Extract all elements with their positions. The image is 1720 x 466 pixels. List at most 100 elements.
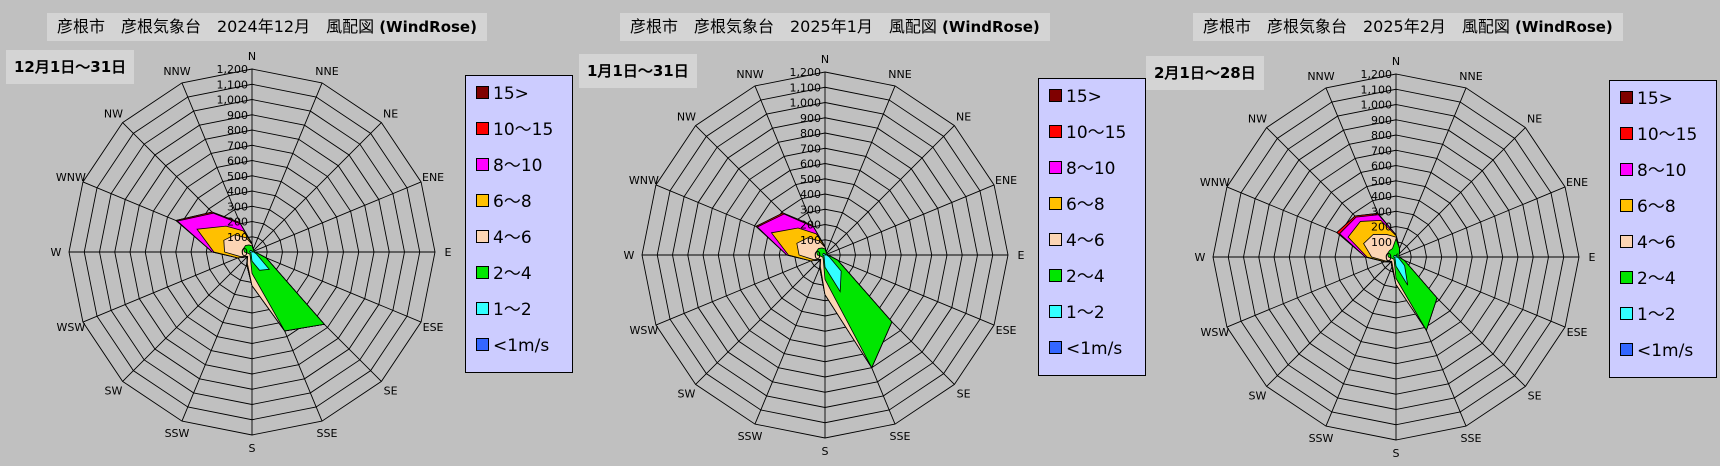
grid-spoke	[82, 251, 253, 323]
series-2_4	[1387, 237, 1438, 332]
legend-item: 1～2	[476, 300, 532, 320]
legend-label: <1m/s	[1637, 341, 1694, 361]
radial-tick-label: 500	[800, 173, 821, 186]
direction-label-ese: ESE	[1567, 326, 1588, 339]
chart-title-text: 彦根市 彦根気象台 2025年2月 風配図	[1203, 17, 1510, 36]
legend-label: 8～10	[1066, 159, 1116, 179]
radial-tick-label: 800	[1371, 129, 1392, 142]
radial-ticks: 0 100 200 300 400 500 600 700 800 900 1,000 1,100 1,…	[1361, 68, 1393, 264]
legend-swatch	[1049, 124, 1062, 138]
radial-tick-label: 1,100	[217, 78, 249, 91]
legend-item: <1m/s	[1049, 339, 1122, 359]
legend-item: 1～2	[1049, 303, 1105, 323]
legend-label: 1～2	[1066, 303, 1105, 323]
legend: 15> 10～15 8～10 6～8 4～6 2～4 1～2 <1m/s	[1609, 80, 1717, 378]
legend-swatch	[1049, 268, 1062, 282]
grid-spoke	[1395, 87, 1467, 258]
legend-swatch	[1049, 304, 1062, 318]
legend-swatch	[1620, 270, 1633, 284]
chart-title: 彦根市 彦根気象台 2025年2月 風配図 (WindRose)	[1193, 13, 1623, 41]
radial-tick-label: 300	[227, 200, 248, 213]
direction-label-e: E	[445, 246, 452, 259]
grid-spoke	[824, 184, 995, 256]
chart-title-text: 彦根市 彦根気象台 2024年12月 風配図	[57, 17, 375, 36]
legend-swatch	[476, 301, 489, 315]
radial-tick-label: 300	[800, 203, 821, 216]
legend-item: 2～4	[476, 264, 532, 284]
radial-tick-label: 900	[1371, 114, 1392, 127]
direction-label-wnw: WNW	[56, 171, 86, 184]
legend-label: 4～6	[1637, 233, 1676, 253]
chart-title-suffix: (WindRose)	[379, 18, 477, 36]
legend-swatch	[476, 157, 489, 171]
direction-label-nnw: NNW	[163, 65, 190, 78]
radial-tick-label: 200	[1371, 221, 1392, 234]
legend-item: 1～2	[1620, 305, 1676, 325]
legend-label: 8～10	[1637, 161, 1687, 181]
radial-tick-label: 500	[227, 170, 248, 183]
chart-title-text: 彦根市 彦根気象台 2025年1月 風配図	[630, 17, 937, 36]
legend: 15> 10～15 8～10 6～8 4～6 2～4 1～2 <1m/s	[1038, 78, 1146, 376]
grid-spoke	[754, 254, 826, 425]
legend-label: 6～8	[493, 192, 532, 212]
legend-item: <1m/s	[476, 336, 549, 356]
period-label: 2月1日～28日	[1146, 56, 1264, 90]
radial-tick-label: 700	[227, 139, 248, 152]
grid-spoke	[251, 181, 422, 253]
radial-tick-label: 1,200	[1361, 68, 1393, 81]
legend-item: 8～10	[476, 156, 542, 176]
direction-label-nnw: NNW	[1307, 70, 1334, 83]
direction-label-w: W	[1195, 251, 1206, 264]
direction-label-e: E	[1018, 249, 1025, 262]
legend-item: 15>	[1049, 87, 1102, 107]
radial-tick-label: 600	[227, 155, 248, 168]
direction-label-ese: ESE	[423, 321, 444, 334]
direction-label-ene: ENE	[995, 174, 1017, 187]
direction-label-nne: NNE	[1459, 70, 1482, 83]
direction-label-n: N	[248, 50, 256, 63]
legend-item: 10～15	[1620, 125, 1697, 145]
radial-tick-label: 800	[800, 127, 821, 140]
legend-label: <1m/s	[1066, 339, 1123, 359]
radial-tick-label: 600	[800, 158, 821, 171]
legend-label: 4～6	[1066, 231, 1105, 251]
radial-tick-label: 1,200	[790, 66, 822, 79]
grid-spoke	[824, 254, 995, 326]
radial-tick-label: 900	[800, 112, 821, 125]
direction-label-w: W	[624, 249, 635, 262]
radial-tick-label: 500	[1371, 175, 1392, 188]
radial-tick-label: 400	[227, 185, 248, 198]
legend-item: 4～6	[476, 228, 532, 248]
legend-item: 6～8	[1049, 195, 1105, 215]
legend-swatch	[1049, 160, 1062, 174]
wind-series	[1336, 212, 1438, 332]
grid-spoke	[695, 254, 826, 385]
legend-swatch	[476, 337, 489, 351]
direction-label-nne: NNE	[315, 65, 338, 78]
wind-series	[755, 212, 893, 369]
radial-tick-label: 100	[1371, 236, 1392, 249]
direction-label-sse: SSE	[890, 430, 911, 443]
grid-spoke	[1325, 256, 1397, 427]
chart-title-suffix: (WindRose)	[942, 18, 1040, 36]
grid-spoke	[1395, 127, 1526, 258]
direction-label-s: S	[822, 445, 829, 458]
period-label: 1月1日～31日	[579, 54, 697, 88]
grid-spoke	[1226, 256, 1397, 328]
windrose-chart: 0 100 200 300 400 500 600 700 800 900 1,000 1,100 1,…	[1195, 55, 1596, 460]
windrose-panel-jan-2025: 彦根市 彦根気象台 2025年1月 風配図 (WindRose) 1月1日～31…	[573, 0, 1146, 466]
direction-label-ssw: SSW	[738, 430, 763, 443]
radial-tick-label: 1,100	[790, 81, 822, 94]
windrose-panel-feb-2025: 彦根市 彦根気象台 2025年2月 風配図 (WindRose) 2月1日～28…	[1146, 0, 1719, 466]
direction-label-nw: NW	[1248, 112, 1267, 125]
radial-tick-label: 900	[227, 109, 248, 122]
legend-swatch	[1620, 234, 1633, 248]
direction-label-wsw: WSW	[1201, 326, 1230, 339]
direction-label-se: SE	[384, 385, 398, 398]
legend-label: 10～15	[1637, 125, 1698, 145]
series-lt1	[1395, 256, 1397, 258]
legend-item: 6～8	[1620, 197, 1676, 217]
windrose-chart: 0 100 200 300 400 500 600 700 800 900 1,000 1,100 1,…	[624, 53, 1025, 458]
direction-label-wnw: WNW	[1200, 176, 1230, 189]
period-label: 12月1日～31日	[6, 50, 135, 84]
